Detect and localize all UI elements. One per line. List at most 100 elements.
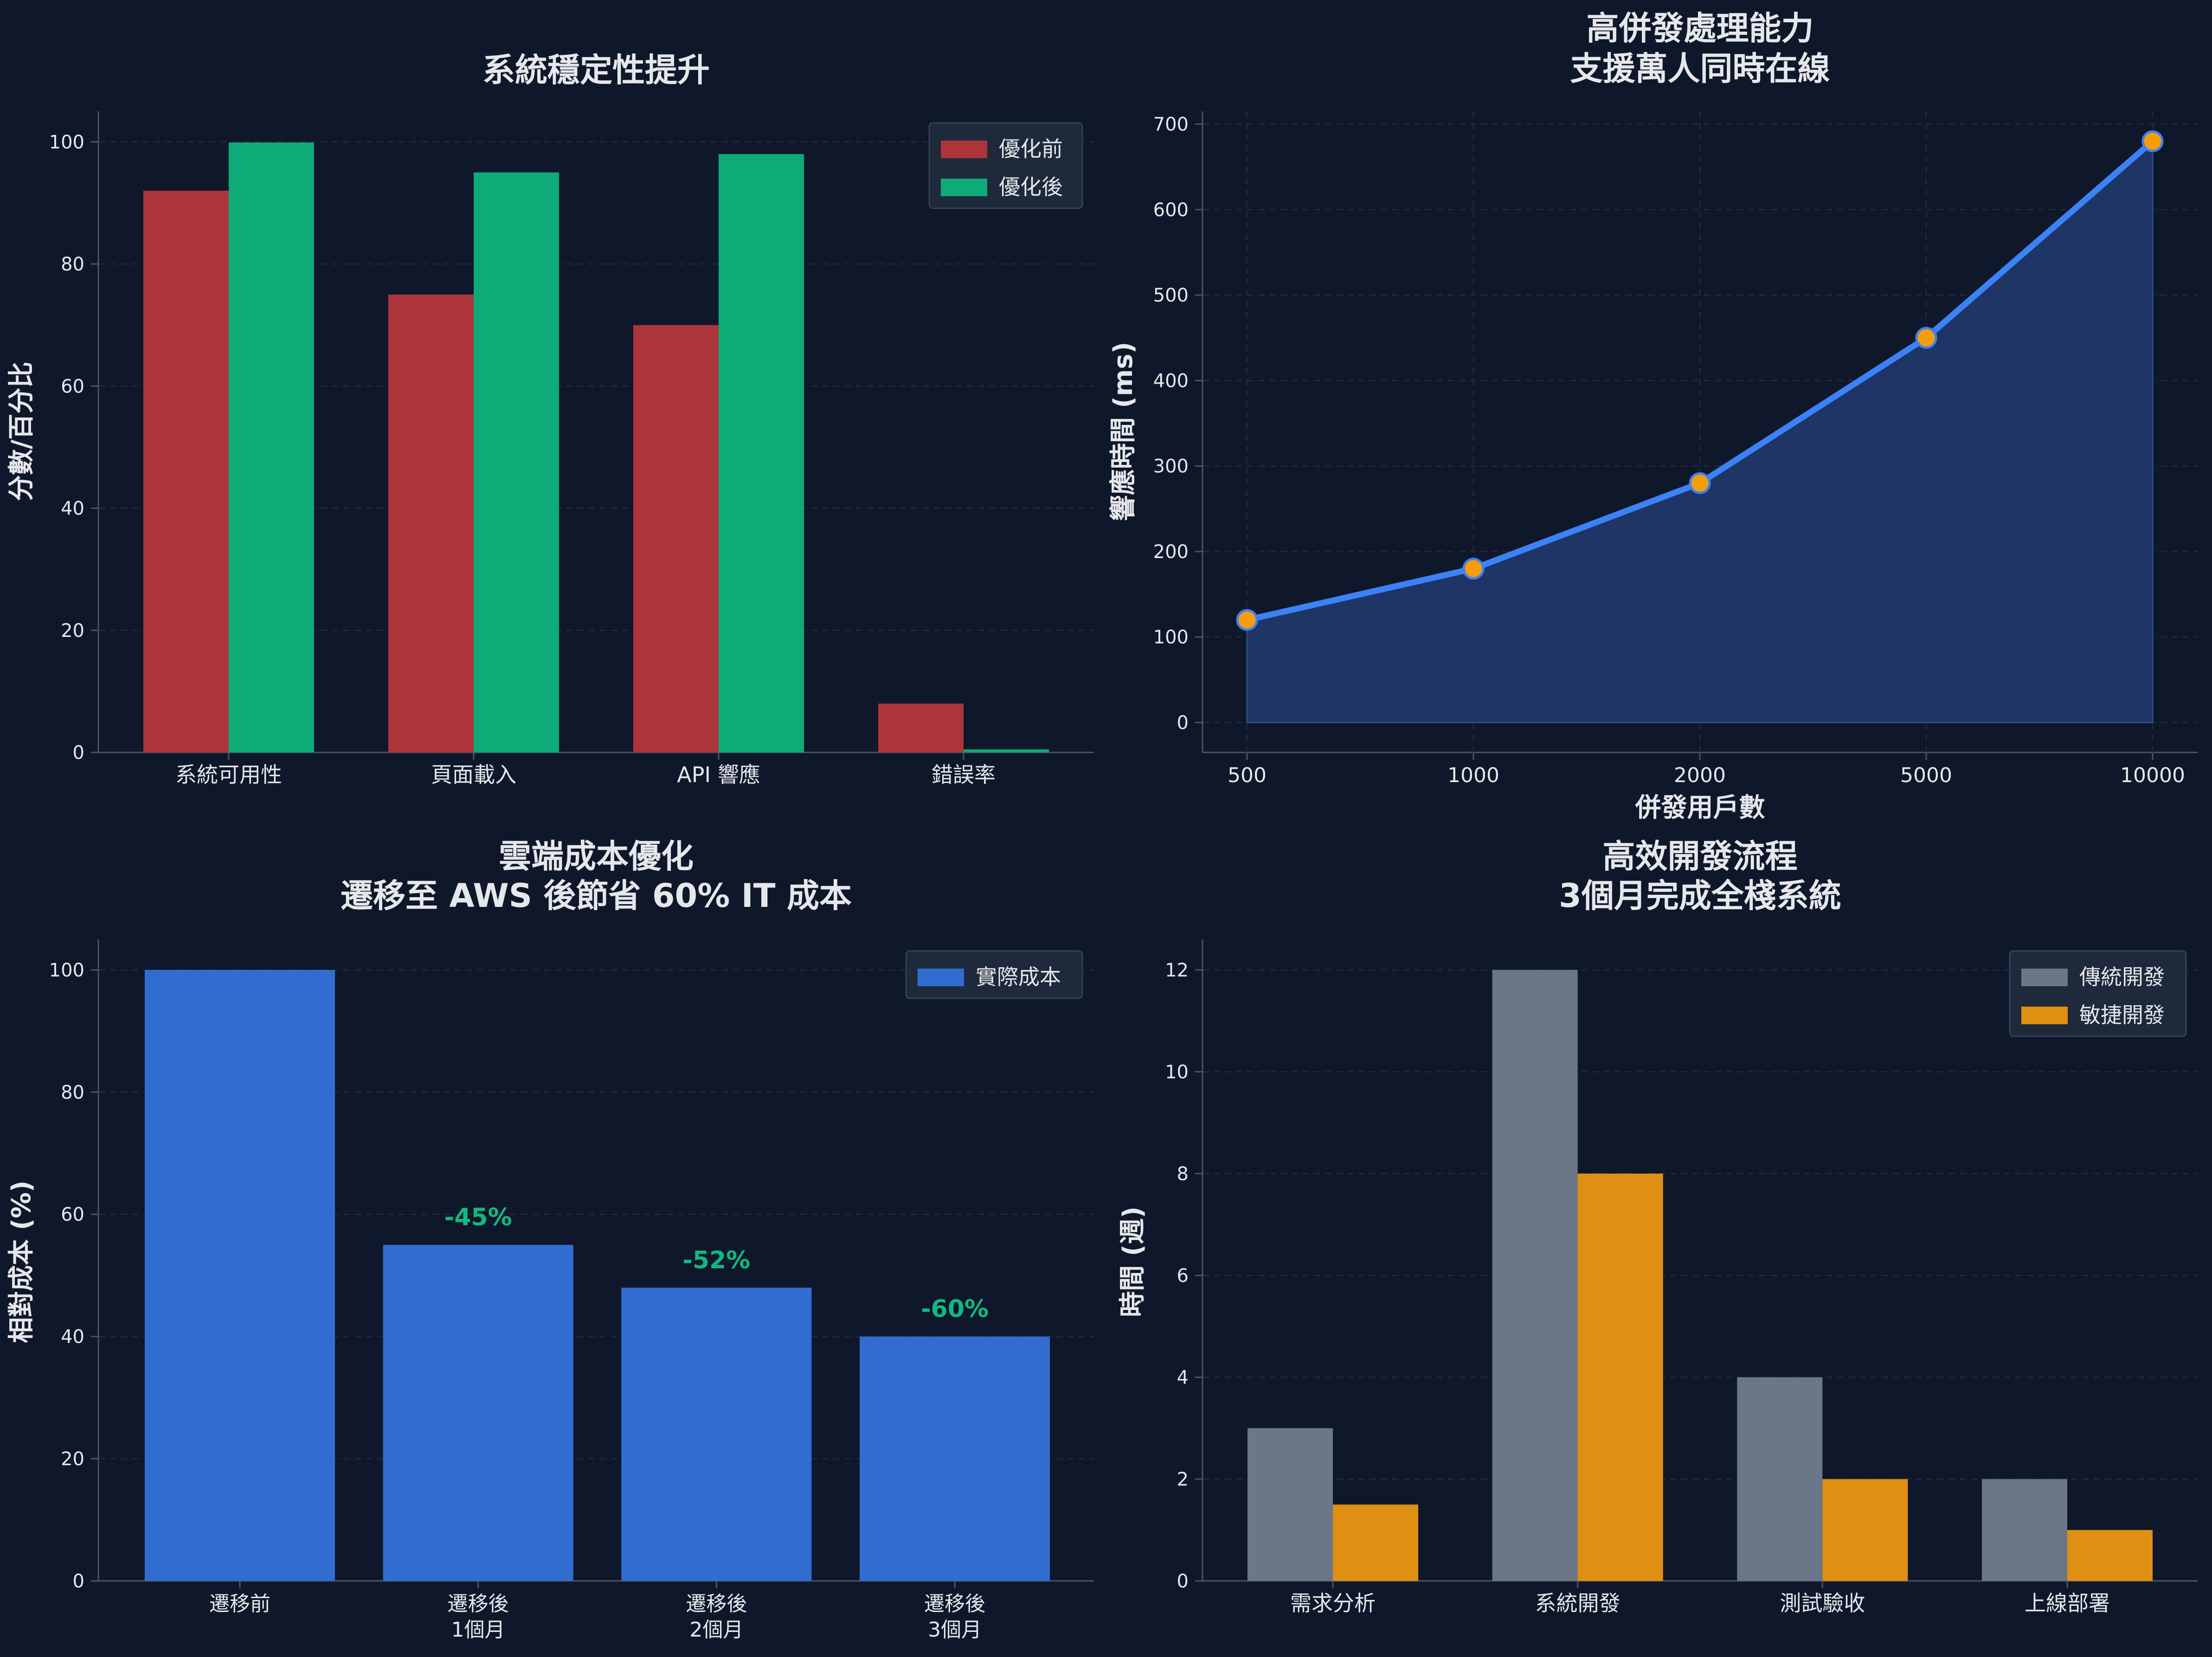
y-tick-label: 80: [61, 1082, 84, 1103]
legend-label: 優化前: [999, 136, 1063, 161]
y-tick-label: 200: [1153, 541, 1189, 563]
legend-label: 實際成本: [976, 964, 1061, 989]
y-tick-label: 12: [1165, 960, 1189, 981]
legend-swatch: [918, 969, 964, 986]
data-point: [1236, 609, 1258, 631]
bar: [1247, 1428, 1333, 1581]
bar: [1577, 1173, 1663, 1581]
bar: [383, 1245, 573, 1581]
chart-title: 高效開發流程: [1603, 837, 1798, 875]
x-tick-label: 3個月: [928, 1618, 982, 1642]
legend-label: 傳統開發: [2079, 964, 2165, 989]
bar: [2067, 1530, 2153, 1581]
data-point: [1689, 472, 1711, 495]
y-axis-label: 相對成本 (%): [6, 1181, 37, 1343]
bar: [719, 154, 804, 753]
y-tick-label: 700: [1153, 114, 1189, 135]
y-tick-label: 0: [1177, 713, 1189, 734]
x-tick-label: 系統開發: [1535, 1591, 1620, 1616]
data-point: [1462, 558, 1485, 580]
x-tick-label: 需求分析: [1290, 1591, 1376, 1616]
y-tick-label: 8: [1177, 1163, 1189, 1185]
legend-swatch: [2021, 1007, 2068, 1024]
saving-label: -52%: [682, 1246, 750, 1274]
legend-swatch: [941, 179, 987, 196]
bar: [474, 172, 559, 753]
y-tick-label: 4: [1177, 1367, 1189, 1388]
x-tick-label: 錯誤率: [932, 762, 996, 787]
y-tick-label: 300: [1153, 456, 1189, 477]
bar: [143, 191, 229, 753]
bar: [388, 294, 474, 752]
legend-box: [905, 950, 1083, 999]
chart-title: 遷移至 AWS 後節省 60% IT 成本: [341, 877, 852, 915]
x-tick-label: 遷移後: [448, 1592, 509, 1616]
x-tick-label: 2個月: [689, 1618, 743, 1642]
y-tick-label: 40: [61, 1326, 84, 1348]
y-tick-label: 100: [49, 132, 84, 153]
x-tick-label: 1個月: [451, 1618, 505, 1642]
chart-title: 高併發處理能力: [1587, 9, 1814, 47]
y-tick-label: 500: [1153, 285, 1189, 306]
legend-swatch: [2021, 969, 2068, 986]
y-tick-label: 80: [61, 254, 84, 275]
legend-label: 敏捷開發: [2079, 1002, 2165, 1028]
x-tick-label: 測試驗收: [1780, 1591, 1865, 1616]
bar: [1982, 1479, 2067, 1581]
bar: [229, 142, 314, 752]
chart-title: 3個月完成全棧系統: [1559, 877, 1841, 915]
saving-label: -60%: [921, 1295, 989, 1323]
bar: [1333, 1504, 1418, 1581]
y-tick-label: 0: [73, 1571, 84, 1592]
y-axis-label: 響應時間 (ms): [1108, 342, 1138, 521]
y-axis-label: 分數/百分比: [6, 362, 37, 501]
x-tick-label: 1000: [1447, 764, 1499, 787]
bar: [633, 325, 719, 752]
data-point: [2141, 130, 2164, 152]
x-axis-label: 併發用戶數: [1635, 793, 1765, 823]
legend-label: 優化後: [999, 174, 1063, 199]
y-tick-label: 20: [61, 1449, 84, 1470]
x-tick-label: 10000: [2120, 764, 2185, 787]
y-tick-label: 6: [1177, 1265, 1189, 1286]
bar: [621, 1287, 812, 1581]
y-tick-label: 10: [1165, 1061, 1189, 1083]
chart-panel-2: 0 100 200 300 400 500 600 700 高併發處理能力支援萬人同時在線響應時…: [1108, 9, 2198, 823]
x-tick-label: 5000: [1900, 764, 1952, 787]
bar: [1737, 1377, 1823, 1581]
chart-title: 雲端成本優化: [499, 837, 694, 875]
x-tick-label: 上線部署: [2025, 1591, 2110, 1616]
x-tick-label: 遷移後: [686, 1592, 747, 1616]
x-tick-label: API 響應: [677, 762, 760, 787]
y-tick-label: 0: [73, 742, 84, 764]
chart-title: 系統穩定性提升: [482, 51, 710, 89]
y-tick-label: 0: [1177, 1571, 1189, 1592]
y-tick-label: 100: [1153, 627, 1189, 648]
bar: [145, 970, 335, 1581]
y-tick-label: 20: [61, 620, 84, 642]
y-tick-label: 60: [61, 1204, 84, 1226]
saving-label: -45%: [444, 1204, 512, 1232]
bar: [964, 749, 1049, 752]
x-tick-label: 2000: [1674, 764, 1726, 787]
chart-title: 支援萬人同時在線: [1570, 50, 1830, 88]
y-tick-label: 60: [61, 376, 84, 397]
bar: [1822, 1479, 1908, 1581]
bar: [860, 1336, 1050, 1581]
x-tick-label: 系統可用性: [175, 762, 282, 787]
y-axis-label: 時間 (週): [1118, 1207, 1148, 1317]
x-tick-label: 遷移後: [924, 1592, 985, 1616]
x-tick-label: 遷移前: [209, 1592, 270, 1616]
data-point: [1915, 327, 1937, 349]
y-tick-label: 2: [1177, 1469, 1189, 1490]
x-tick-label: 500: [1228, 764, 1267, 787]
legend-swatch: [941, 141, 987, 158]
y-tick-label: 400: [1153, 370, 1189, 392]
bar: [878, 703, 964, 752]
y-tick-label: 40: [61, 498, 84, 520]
bar: [1492, 970, 1578, 1581]
